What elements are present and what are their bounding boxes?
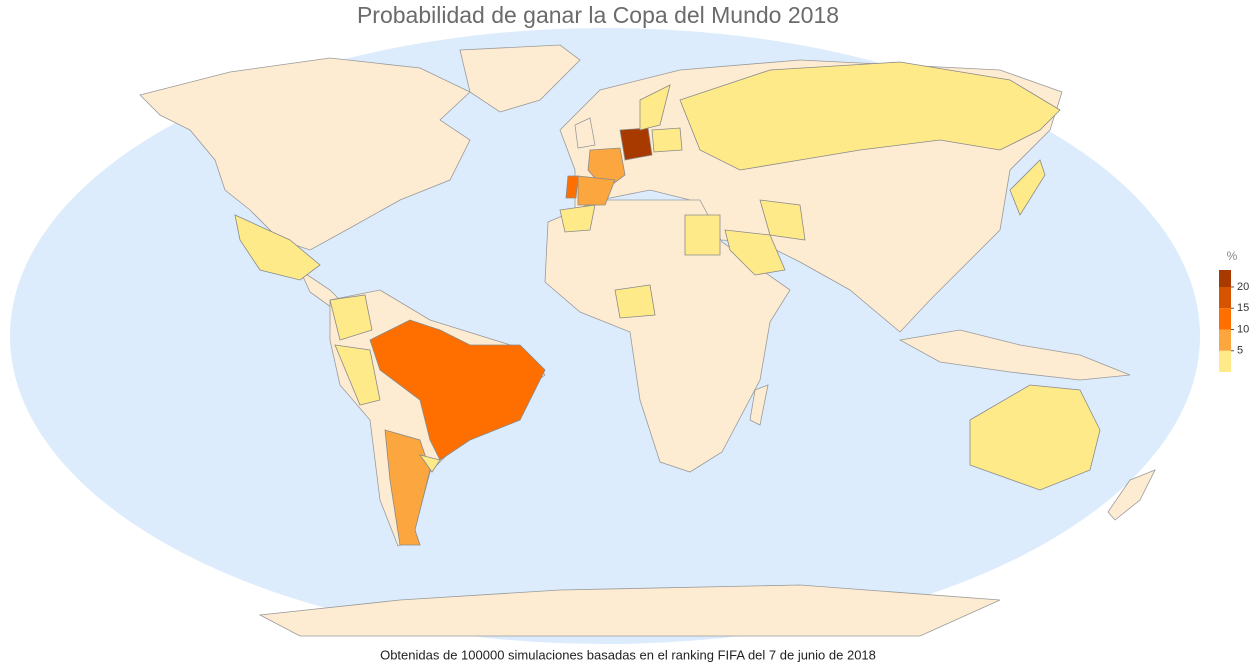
antarctica xyxy=(258,584,1001,637)
region xyxy=(577,175,616,206)
region xyxy=(684,214,721,256)
legend-tick-label: 5 xyxy=(1237,345,1243,357)
region xyxy=(969,384,1101,491)
legend-swatch xyxy=(1219,329,1231,351)
region xyxy=(639,84,671,131)
legend: 5 10 15 20 xyxy=(1219,270,1249,372)
greenland xyxy=(459,44,581,113)
region xyxy=(619,127,653,161)
legend-tick-label: 20 xyxy=(1237,281,1249,293)
new-zealand xyxy=(1107,469,1156,521)
region xyxy=(369,319,546,461)
region xyxy=(565,175,579,199)
legend-title: % xyxy=(1227,249,1238,263)
caption: Obtenidas de 100000 simulaciones basadas… xyxy=(380,647,876,662)
region xyxy=(759,199,806,241)
region xyxy=(559,204,596,233)
legend-swatch xyxy=(1219,287,1231,309)
north-america xyxy=(139,57,471,251)
region xyxy=(614,284,656,319)
madagascar xyxy=(749,384,769,426)
region xyxy=(651,127,683,153)
region xyxy=(329,294,373,341)
region xyxy=(1009,159,1046,216)
region xyxy=(679,61,1061,171)
region xyxy=(234,214,321,281)
region xyxy=(334,344,381,406)
region xyxy=(419,454,441,473)
legend-swatch xyxy=(1219,350,1231,372)
uk xyxy=(574,117,596,149)
southeast-asia-islands xyxy=(898,329,1131,381)
region xyxy=(384,429,431,546)
legend-swatch xyxy=(1219,308,1231,330)
legend-tick-label: 15 xyxy=(1237,302,1249,314)
africa xyxy=(544,199,791,473)
chart-title: Probabilidad de ganar la Copa del Mundo … xyxy=(357,2,839,28)
region xyxy=(724,229,786,276)
legend-swatch xyxy=(1219,270,1231,287)
legend-tick-label: 10 xyxy=(1237,323,1249,335)
